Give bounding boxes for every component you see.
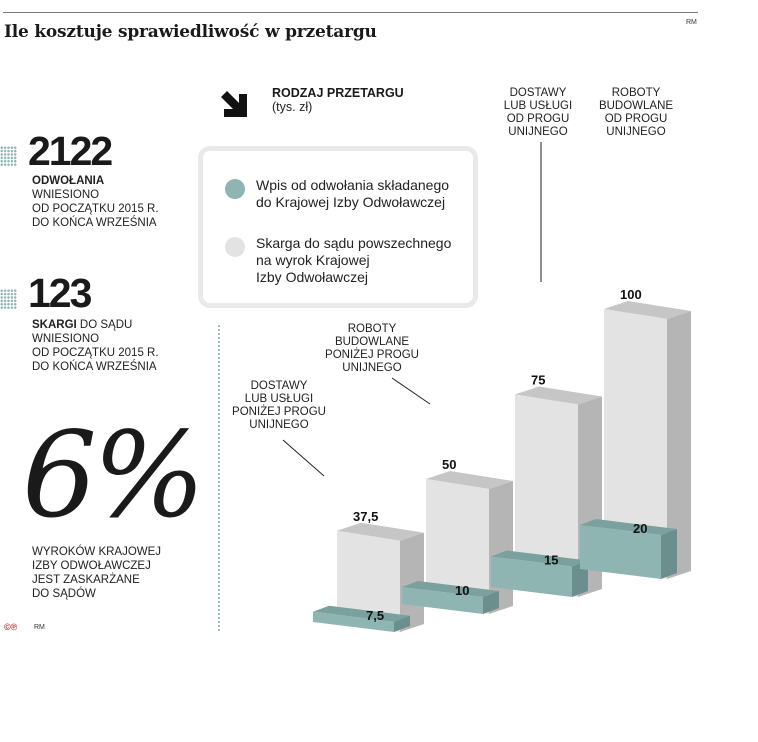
- legend-complaint-line1: Skarga do sądu powszechnego: [256, 235, 452, 251]
- bar-fee-side: [661, 529, 677, 579]
- category-label: ROBOTY: [348, 323, 397, 335]
- bar-fee-side: [483, 591, 499, 614]
- legend-swatch-complaint: [225, 237, 245, 257]
- value-label-fee: 20: [633, 521, 647, 536]
- category-label: ROBOTY: [612, 87, 661, 99]
- value-label-complaint: 75: [531, 373, 545, 388]
- bar-fee: [491, 556, 572, 597]
- legend-fee-line2: do Krajowej Izby Odwoławczej: [256, 194, 446, 210]
- complaints-line2: OD POCZĄTKU 2015 R.: [32, 347, 159, 359]
- complaints-line3: DO KOŃCA WRZEŚNIA: [32, 361, 157, 373]
- appeals-line2: OD POCZĄTKU 2015 R.: [32, 203, 159, 215]
- category-label: UNIJNEGO: [606, 126, 665, 138]
- category-label: LUB USŁUGI: [504, 100, 572, 112]
- category-label: PONIŻEJ PROGU: [325, 348, 419, 361]
- value-label-complaint: 37,5: [353, 509, 378, 524]
- publisher-logo: ©℗: [4, 622, 18, 632]
- value-label-fee: 7,5: [366, 608, 384, 623]
- bar-fee: [580, 525, 661, 579]
- value-label-complaint: 50: [442, 457, 456, 472]
- value-label-fee: 10: [455, 583, 469, 598]
- legend-item-complaint: Skarga do sądu powszechnego na wyrok Kra…: [256, 235, 451, 286]
- category-label: LUB USŁUGI: [245, 393, 313, 405]
- legend-complaint-line3: Izby Odwoławczej: [256, 269, 369, 285]
- category-label: OD PROGU: [507, 113, 570, 125]
- appeals-description: ODWOŁANIA WNIESIONO OD POCZĄTKU 2015 R. …: [32, 174, 159, 230]
- leader-line: [391, 377, 431, 405]
- legend-swatch-fee: [225, 179, 245, 199]
- dotted-divider: [218, 325, 220, 631]
- category-label: OD PROGU: [605, 113, 668, 125]
- bar-fee: [402, 587, 483, 614]
- bar-fee: [313, 611, 394, 632]
- bar-fee-side: [394, 615, 410, 632]
- legend-fee-line1: Wpis od odwołania składanego: [256, 177, 450, 193]
- value-label-fee: 15: [544, 553, 558, 568]
- percent-line1: WYROKÓW KRAJOWEJ: [32, 546, 162, 558]
- category-label: UNIJNEGO: [249, 419, 308, 431]
- chart-legend: Wpis od odwołania składanego do Krajowej…: [198, 146, 478, 308]
- percent-number: 6%: [22, 406, 205, 544]
- appeals-label: ODWOŁANIA: [32, 175, 105, 187]
- complaints-label-rest: DO SĄDU: [76, 319, 133, 331]
- bar-fee-top: [313, 605, 410, 622]
- bar-fee-top: [402, 581, 499, 597]
- appeals-number: 2122: [28, 128, 113, 174]
- value-label-complaint: 100: [620, 287, 642, 302]
- percent-line3: JEST ZASKARŻANE: [32, 574, 140, 586]
- category-label: DOSTAWY: [251, 380, 308, 392]
- chart-unit: (tys. zł): [272, 100, 313, 114]
- category-label: BUDOWLANE: [335, 336, 409, 348]
- page-title: Ile kosztuje sprawiedliwość w przetargu: [4, 22, 377, 42]
- bar-complaint-side: [667, 311, 691, 579]
- dot-pattern-icon: [0, 146, 17, 166]
- dot-pattern-icon: [0, 289, 17, 309]
- bar-complaint: [337, 530, 400, 632]
- category-label: UNIJNEGO: [342, 362, 401, 374]
- legend-item-fee: Wpis od odwołania składanego do Krajowej…: [256, 177, 449, 211]
- top-rule: [3, 12, 698, 13]
- author-credit-bottom: RM: [34, 624, 45, 631]
- bar-complaint-side: [400, 532, 424, 632]
- arrow-down-right-icon: [221, 91, 247, 117]
- bar-complaint-top: [337, 522, 424, 541]
- complaints-number: 123: [28, 270, 92, 316]
- legend-complaint-line2: na wyrok Krajowej: [256, 252, 370, 268]
- bar-fee-side: [572, 560, 588, 597]
- complaints-label: SKARGI: [32, 319, 77, 331]
- bar-complaint: [426, 479, 489, 614]
- appeals-line1: WNIESIONO: [32, 189, 100, 201]
- author-credit: RM: [686, 19, 697, 26]
- leader-line: [282, 439, 325, 477]
- category-label: UNIJNEGO: [508, 126, 567, 138]
- category-label: BUDOWLANE: [599, 100, 673, 112]
- bar-complaint: [604, 309, 667, 579]
- complaints-description: SKARGI DO SĄDU WNIESIONO OD POCZĄTKU 201…: [32, 318, 159, 374]
- bar-complaint: [515, 394, 578, 597]
- chart-title: RODZAJ PRZETARGU: [272, 86, 404, 100]
- bar-fee-top: [580, 519, 677, 535]
- bar-complaint-top: [515, 386, 602, 405]
- category-label: PONIŻEJ PROGU: [232, 405, 326, 418]
- percent-description: WYROKÓW KRAJOWEJ IZBY ODWOŁAWCZEJ JEST Z…: [32, 545, 161, 601]
- bar-complaint-top: [604, 301, 691, 319]
- appeals-line3: DO KOŃCA WRZEŚNIA: [32, 217, 157, 229]
- percent-line4: DO SĄDÓW: [32, 588, 96, 600]
- complaints-line1: WNIESIONO: [32, 333, 100, 345]
- percent-line2: IZBY ODWOŁAWCZEJ: [32, 560, 151, 572]
- bar-fee-top: [491, 550, 588, 567]
- bar-complaint-top: [426, 471, 513, 489]
- category-label: DOSTAWY: [510, 87, 567, 99]
